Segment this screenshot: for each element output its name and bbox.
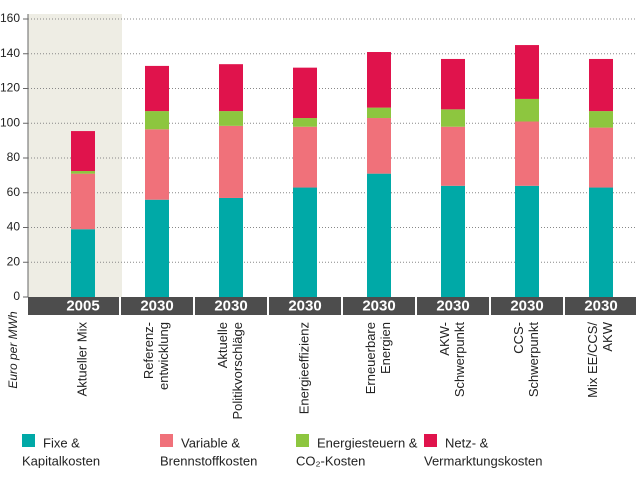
category-label: Erneuerbare — [363, 322, 378, 394]
legend-label: Vermarktungskosten — [424, 453, 543, 468]
bar-segment — [145, 199, 169, 297]
legend-label: Netz- & — [445, 435, 489, 450]
bar-segment — [441, 58, 465, 110]
legend-swatch — [296, 434, 309, 447]
category-label: Schwerpunkt — [452, 322, 467, 398]
bar-segment — [367, 173, 391, 297]
year-label: 2030 — [214, 297, 247, 314]
category-label: AKW- — [437, 322, 452, 356]
y-tick-label: 100 — [0, 115, 20, 129]
category-label: Aktueller Mix — [74, 322, 89, 397]
bar-segment — [293, 126, 317, 188]
legend-label: Fixe & — [43, 435, 80, 450]
year-label: 2030 — [584, 297, 617, 314]
category-label: Energieeffizienz — [296, 322, 311, 414]
y-tick-label: 0 — [13, 289, 20, 303]
category-label: entwicklung — [156, 322, 171, 390]
category-label: Schwerpunkt — [526, 322, 541, 398]
bar-segment — [515, 45, 539, 99]
year-label: 2030 — [510, 297, 543, 314]
category-label: AKW — [600, 321, 615, 351]
bar-segment — [589, 111, 613, 128]
bar-segment — [441, 126, 465, 186]
category-label: Mix EE/CCS/ — [585, 322, 600, 398]
legend-swatch — [424, 434, 437, 447]
legend-label: Brennstoffkosten — [160, 453, 257, 468]
bar-segment — [71, 229, 95, 297]
year-label: 2005 — [66, 297, 99, 314]
category-label: Aktuelle — [215, 322, 230, 368]
category-label: Energien — [378, 322, 393, 374]
category-label: Referenz- — [141, 322, 156, 379]
bar-segment — [219, 111, 243, 126]
bar-segment — [293, 118, 317, 127]
bar-segment — [71, 131, 95, 172]
bar-segment — [441, 109, 465, 127]
bar-segment — [367, 52, 391, 108]
bar-segment — [293, 67, 317, 119]
bar-segment — [219, 64, 243, 112]
category-label: Politikvorschläge — [230, 322, 245, 420]
bar-segment — [145, 129, 169, 200]
y-tick-label: 80 — [7, 150, 21, 164]
year-label: 2030 — [288, 297, 321, 314]
y-axis-label: Euro per MWh — [6, 311, 20, 389]
year-label: 2030 — [140, 297, 173, 314]
legend-label: Kapitalkosten — [22, 453, 100, 468]
y-tick-label: 160 — [0, 11, 20, 25]
bar-segment — [145, 111, 169, 130]
bar-segment — [71, 173, 95, 230]
bar-segment — [219, 197, 243, 297]
year-label: 2030 — [436, 297, 469, 314]
bar-segment — [367, 118, 391, 174]
y-tick-label: 40 — [7, 220, 21, 234]
bar-segment — [145, 65, 169, 112]
bar-segment — [219, 125, 243, 198]
bar-segment — [515, 185, 539, 297]
legend-label: CO₂-Kosten — [296, 453, 365, 468]
year-band — [28, 297, 636, 315]
bar-segment — [589, 187, 613, 297]
bar-segment — [441, 185, 465, 297]
year-label: 2030 — [362, 297, 395, 314]
y-tick-label: 120 — [0, 81, 20, 95]
legend-swatch — [22, 434, 35, 447]
bar-segment — [293, 187, 317, 297]
legend-label: Energiesteuern & — [317, 435, 418, 450]
legend-swatch — [160, 434, 173, 447]
category-label: CCS- — [511, 322, 526, 354]
y-tick-label: 60 — [7, 185, 21, 199]
bar-segment — [515, 121, 539, 186]
bar-segment — [589, 127, 613, 188]
y-tick-label: 140 — [0, 46, 20, 60]
bar-segment — [515, 98, 539, 122]
y-tick-label: 20 — [7, 254, 21, 268]
bar-segment — [71, 171, 95, 174]
bar-segment — [367, 107, 391, 119]
bar-segment — [589, 58, 613, 112]
legend-label: Variable & — [181, 435, 240, 450]
